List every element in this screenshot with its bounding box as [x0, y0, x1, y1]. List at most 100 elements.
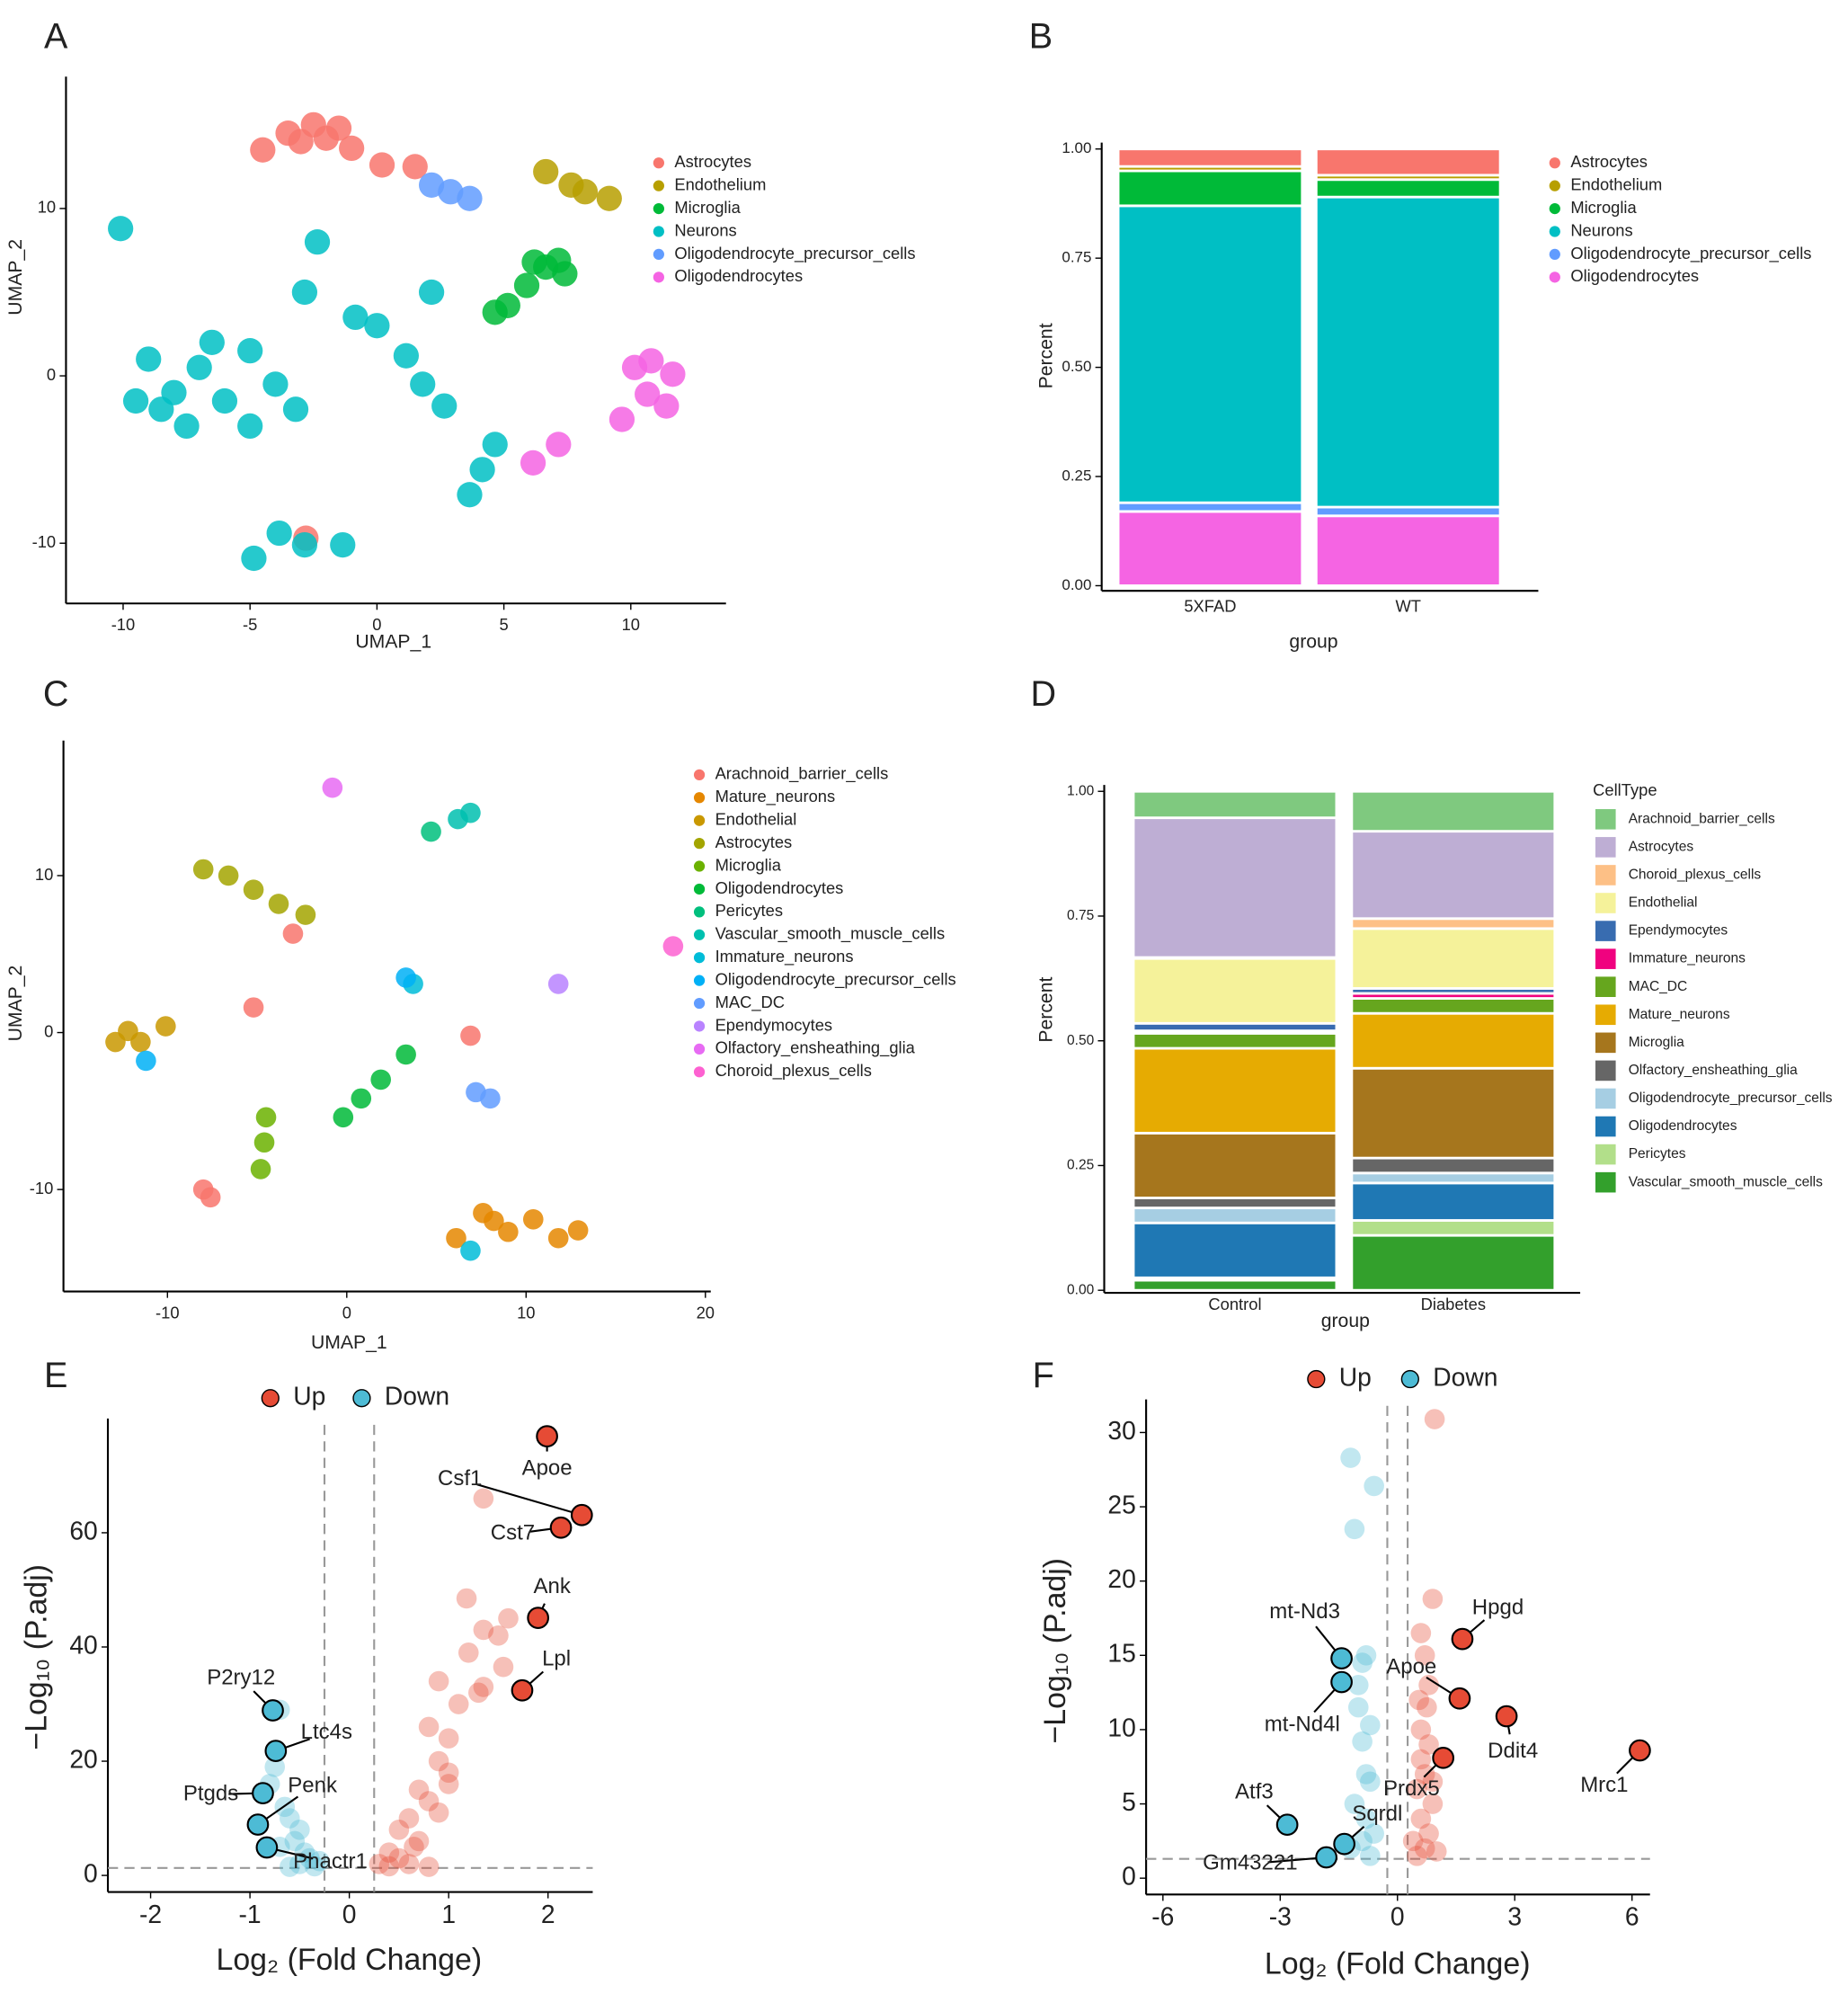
point [457, 482, 483, 508]
legend-label: Astrocytes [674, 152, 751, 171]
point [199, 329, 225, 355]
point-label: Hpgd [1472, 1596, 1524, 1620]
bar-segment [1116, 169, 1304, 208]
point [460, 1240, 481, 1261]
point [428, 1750, 449, 1772]
bar-segment [1132, 789, 1338, 820]
legend-swatch [1595, 837, 1616, 858]
legend-marker [1549, 180, 1560, 191]
point [418, 172, 445, 198]
highlight-point [1629, 1739, 1651, 1762]
point [1360, 1714, 1381, 1736]
legend-marker [693, 1020, 706, 1032]
highlight-point [511, 1678, 534, 1702]
legend-label: Neurons [1570, 220, 1632, 239]
legend-label: Microglia [1629, 1035, 1684, 1050]
legend-marker [653, 248, 664, 261]
y-tick-label: 0.00 [1062, 576, 1091, 593]
highlight-point [1451, 1627, 1474, 1651]
point [237, 338, 263, 364]
point [458, 1642, 479, 1663]
point [547, 1227, 569, 1249]
bar-segment [1132, 1031, 1338, 1050]
bar-segment [1314, 514, 1502, 587]
x-axis-label: group [1321, 1311, 1370, 1331]
point [488, 1625, 509, 1646]
legend-label: Oligodendrocyte_precursor_cells [715, 969, 956, 989]
point [268, 894, 289, 914]
point [330, 531, 356, 558]
x-tick-label: 10 [622, 615, 640, 634]
point [1407, 1846, 1427, 1866]
bar-segment [1132, 1278, 1338, 1292]
point [333, 1107, 354, 1128]
point-label: Mrc1 [1580, 1773, 1628, 1797]
point [369, 1854, 390, 1874]
point-label: Ddit4 [1488, 1739, 1538, 1763]
point [1418, 1734, 1439, 1755]
legend-swatch [1595, 948, 1616, 969]
legend-swatch [1595, 1060, 1616, 1082]
point [395, 1044, 416, 1065]
point [339, 135, 365, 162]
legend-swatch [1595, 893, 1616, 913]
legend-label: Olfactory_ensheathing_glia [715, 1038, 916, 1058]
point [1352, 1731, 1373, 1752]
point [1352, 1830, 1373, 1852]
legend-label: Down [385, 1382, 449, 1411]
point [378, 1842, 400, 1863]
highlight-point [262, 1699, 284, 1722]
highlight-point [1330, 1670, 1353, 1694]
bar-segment [1314, 195, 1502, 509]
x-tick-label: 0 [372, 615, 381, 634]
legend-marker [1549, 226, 1560, 237]
y-tick-label: 0.75 [1067, 908, 1094, 923]
legend-marker [693, 860, 706, 872]
x-tick-label: 0 [1390, 1902, 1405, 1931]
point [480, 1088, 501, 1109]
point [393, 343, 419, 369]
point [1414, 1838, 1435, 1859]
panel-letter: A [44, 16, 68, 56]
point [572, 179, 599, 205]
x-tick-label: Diabetes [1421, 1295, 1486, 1313]
panel-letter: E [44, 1356, 67, 1395]
x-tick-label: -1 [239, 1900, 262, 1928]
point [402, 154, 428, 180]
point [460, 1025, 481, 1046]
point [460, 802, 481, 823]
point [313, 125, 340, 151]
legend-label: Olfactory_ensheathing_glia [1629, 1063, 1798, 1078]
point [218, 865, 239, 886]
legend-label: Microglia [715, 855, 782, 874]
point [418, 1716, 440, 1738]
point [243, 997, 264, 1018]
point [1426, 1841, 1447, 1862]
legend-marker [693, 929, 706, 940]
highlight-point [536, 1425, 558, 1447]
point [473, 1677, 494, 1697]
legend-marker [693, 838, 706, 850]
highlight-point [1448, 1687, 1471, 1710]
point [1340, 1447, 1361, 1468]
point [660, 361, 686, 387]
point [493, 1656, 514, 1678]
point [410, 371, 436, 397]
point [521, 249, 547, 275]
point [282, 923, 304, 944]
bar-segment [1350, 917, 1557, 930]
x-tick-label: 10 [517, 1303, 535, 1322]
point [136, 1050, 156, 1072]
point [418, 1791, 440, 1812]
legend-marker [693, 792, 706, 804]
x-tick-label: 3 [1507, 1902, 1522, 1931]
legend-label: Microglia [674, 198, 741, 217]
highlight-point [1330, 1647, 1353, 1669]
highlight-point [549, 1516, 573, 1539]
highlight-point [252, 1782, 274, 1804]
bar-segment [1350, 1171, 1557, 1185]
label-connector [476, 1483, 582, 1517]
point [1422, 1589, 1444, 1609]
point [262, 371, 289, 397]
legend-swatch [1595, 1004, 1616, 1026]
